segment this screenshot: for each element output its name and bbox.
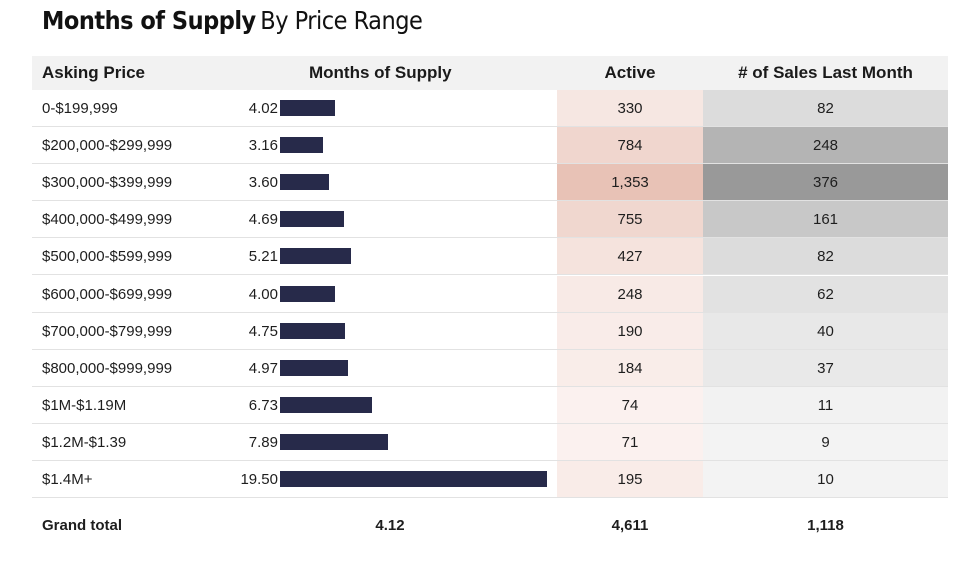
sales-cell: 37 bbox=[703, 349, 948, 387]
months-of-supply-bar bbox=[280, 248, 351, 265]
table-row: 784 248 $200,000-$299,999 3.16 bbox=[32, 127, 948, 165]
row-divider bbox=[32, 311, 948, 313]
table-row: 248 62 $600,000-$699,999 4.00 bbox=[32, 275, 948, 313]
active-cell: 195 bbox=[557, 461, 703, 498]
table-row: 1,353 376 $300,000-$399,999 3.60 bbox=[32, 164, 948, 202]
grand-total-active: 4,611 bbox=[611, 517, 649, 534]
active-cell: 248 bbox=[557, 275, 703, 313]
active-cell: 71 bbox=[557, 423, 703, 461]
sales-cell: 376 bbox=[703, 164, 948, 202]
asking-price-cell: $300,000-$399,999 bbox=[42, 174, 173, 192]
grand-total-sales: 1,118 bbox=[807, 517, 844, 534]
row-divider bbox=[32, 237, 948, 239]
sales-cell: 40 bbox=[703, 312, 948, 350]
months-of-supply-value: 19.50 bbox=[240, 471, 278, 488]
table-row: 330 82 0-$199,999 4.02 bbox=[32, 90, 948, 127]
table-header bbox=[32, 56, 948, 90]
active-cell: 190 bbox=[557, 312, 703, 350]
table-row: 195 10 $1.4M+ 19.50 bbox=[32, 461, 948, 498]
row-divider bbox=[32, 422, 948, 424]
asking-price-cell: $600,000-$699,999 bbox=[42, 285, 173, 303]
table-row: 190 40 $700,000-$799,999 4.75 bbox=[32, 312, 948, 350]
active-cell: 330 bbox=[557, 90, 703, 127]
table-row: 755 161 $400,000-$499,999 4.69 bbox=[32, 201, 948, 239]
table-row: 71 9 $1.2M-$1.39 7.89 bbox=[32, 423, 948, 461]
months-of-supply-bar bbox=[280, 433, 388, 450]
months-of-supply-bar bbox=[280, 471, 547, 487]
months-of-supply-value: 4.69 bbox=[248, 211, 278, 229]
sales-cell: 248 bbox=[703, 127, 948, 165]
sales-cell: 62 bbox=[703, 275, 948, 313]
months-of-supply-bar bbox=[280, 100, 335, 116]
grand-total-mos: 4.12 bbox=[375, 517, 405, 534]
asking-price-cell: $1.2M-$1.39 bbox=[42, 433, 127, 451]
months-of-supply-value: 4.97 bbox=[248, 359, 278, 377]
months-of-supply-bar bbox=[280, 285, 335, 302]
header-active: Active bbox=[604, 63, 656, 82]
row-divider bbox=[32, 274, 948, 276]
header-sales-last-month: # of Sales Last Month bbox=[738, 63, 913, 82]
sales-cell: 161 bbox=[703, 201, 948, 239]
sales-cell: 82 bbox=[703, 90, 948, 127]
title-bold: Months of Supply bbox=[42, 6, 256, 35]
months-of-supply-value: 3.16 bbox=[248, 137, 278, 155]
months-of-supply-value: 5.21 bbox=[248, 248, 278, 266]
table-row: 74 11 $1M-$1.19M 6.73 bbox=[32, 386, 948, 424]
table-row: 184 37 $800,000-$999,999 4.97 bbox=[32, 349, 948, 387]
header-months-of-supply: Months of Supply bbox=[309, 63, 452, 82]
sales-cell: 9 bbox=[703, 423, 948, 461]
row-divider bbox=[32, 348, 948, 350]
sales-cell: 11 bbox=[703, 386, 948, 424]
asking-price-cell: 0-$199,999 bbox=[42, 100, 118, 117]
asking-price-cell: $200,000-$299,999 bbox=[42, 137, 173, 155]
active-cell: 184 bbox=[557, 349, 703, 387]
table-row: 427 82 $500,000-$599,999 5.21 bbox=[32, 238, 948, 276]
active-cell: 755 bbox=[557, 201, 703, 239]
months-of-supply-bar bbox=[280, 137, 323, 154]
active-cell: 1,353 bbox=[557, 164, 703, 202]
months-of-supply-bar bbox=[280, 322, 345, 339]
chart-title: Months of Supply By Price Range bbox=[42, 6, 423, 42]
asking-price-cell: $500,000-$599,999 bbox=[42, 248, 173, 266]
months-of-supply-value: 3.60 bbox=[248, 174, 278, 192]
sales-cell: 82 bbox=[703, 238, 948, 276]
sales-cell: 10 bbox=[703, 461, 948, 498]
months-of-supply-bar bbox=[280, 359, 348, 376]
row-divider bbox=[32, 200, 948, 202]
months-of-supply-value: 6.73 bbox=[248, 396, 278, 414]
row-divider bbox=[32, 497, 948, 498]
asking-price-cell: $800,000-$999,999 bbox=[42, 359, 173, 377]
active-cell: 784 bbox=[557, 127, 703, 165]
header-asking-price: Asking Price bbox=[42, 63, 145, 82]
row-divider bbox=[32, 385, 948, 387]
months-of-supply-bar bbox=[280, 174, 329, 191]
months-of-supply-bar bbox=[280, 396, 372, 413]
asking-price-cell: $700,000-$799,999 bbox=[42, 322, 173, 340]
months-of-supply-value: 7.89 bbox=[248, 433, 278, 451]
months-of-supply-value: 4.75 bbox=[248, 322, 278, 340]
title-light: By Price Range bbox=[260, 6, 423, 35]
months-of-supply-value: 4.02 bbox=[248, 100, 278, 117]
months-of-supply-value: 4.00 bbox=[248, 285, 278, 303]
months-of-supply-bar bbox=[280, 211, 344, 228]
grand-total-label: Grand total bbox=[42, 517, 123, 534]
row-divider bbox=[32, 163, 948, 165]
row-divider bbox=[32, 126, 948, 127]
row-divider bbox=[32, 459, 948, 461]
asking-price-cell: $400,000-$499,999 bbox=[42, 211, 173, 229]
active-cell: 74 bbox=[557, 386, 703, 424]
asking-price-cell: $1.4M+ bbox=[42, 471, 93, 488]
active-cell: 427 bbox=[557, 238, 703, 276]
asking-price-cell: $1M-$1.19M bbox=[42, 396, 127, 414]
